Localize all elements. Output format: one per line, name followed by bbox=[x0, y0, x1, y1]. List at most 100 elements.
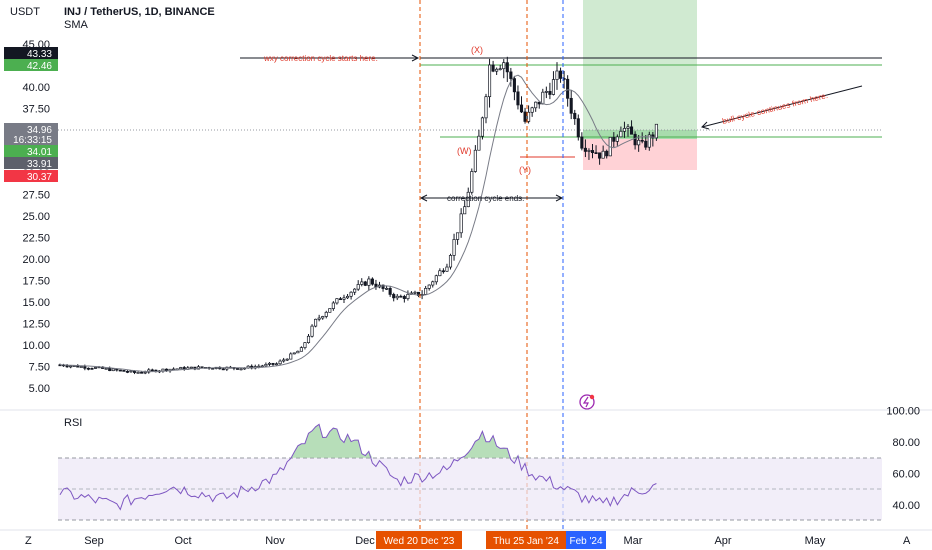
candle bbox=[104, 367, 108, 370]
price-tick-label: 7.50 bbox=[29, 362, 50, 374]
wave-w-label[interactable]: (W) bbox=[457, 146, 472, 156]
price-tick-label: 15.00 bbox=[22, 297, 50, 309]
bull-annotation[interactable]: bull-cycle continues from here. bbox=[721, 91, 828, 126]
candle bbox=[83, 366, 87, 369]
time-axis[interactable]: Sep Oct Nov Dec Mar Apr May bbox=[84, 535, 826, 547]
candle bbox=[459, 213, 463, 234]
candle bbox=[267, 362, 272, 365]
price-axis[interactable]: 5.00 7.50 10.00 12.50 15.00 17.50 20.00 22.50 25… bbox=[22, 39, 50, 395]
candle bbox=[527, 111, 531, 122]
candle bbox=[282, 359, 286, 362]
price-tag-label: 16:33:15 bbox=[13, 135, 52, 146]
candle bbox=[477, 135, 481, 151]
price-tick-label: 17.50 bbox=[22, 276, 50, 288]
candle bbox=[385, 287, 389, 290]
auto-scale-icon[interactable]: A bbox=[903, 535, 911, 547]
candle bbox=[221, 368, 225, 371]
candle bbox=[328, 308, 332, 313]
candle bbox=[551, 79, 556, 95]
candle bbox=[349, 291, 353, 297]
candle bbox=[615, 136, 619, 142]
correction-annotation[interactable]: correction cycle ends. bbox=[447, 194, 524, 203]
candle bbox=[480, 117, 485, 137]
time-tick-label: Sep bbox=[84, 535, 104, 547]
candle bbox=[601, 150, 605, 159]
candle bbox=[399, 295, 403, 298]
candle bbox=[654, 123, 658, 139]
candle bbox=[86, 367, 90, 370]
candle bbox=[590, 150, 595, 153]
candle bbox=[136, 371, 140, 374]
candle bbox=[292, 352, 296, 355]
rsi-tick-label: 40.00 bbox=[892, 500, 920, 512]
price-tick-label: 40.00 bbox=[22, 82, 50, 94]
candle bbox=[90, 368, 94, 370]
candle bbox=[633, 133, 637, 146]
bull-arrow[interactable] bbox=[701, 85, 863, 128]
lightning-icon[interactable] bbox=[579, 394, 595, 410]
candlestick-series bbox=[58, 56, 658, 375]
candle bbox=[583, 147, 587, 152]
rsi-tick-label: 100.00 bbox=[886, 406, 920, 418]
candle bbox=[264, 364, 268, 367]
candle bbox=[239, 368, 243, 371]
candle bbox=[441, 270, 445, 273]
candle bbox=[523, 111, 527, 122]
candle bbox=[360, 281, 364, 285]
candle bbox=[431, 281, 435, 286]
candle bbox=[363, 281, 367, 286]
symbol-title[interactable]: INJ / TetherUS, 1D, BINANCE bbox=[64, 6, 215, 18]
candle bbox=[278, 360, 282, 365]
candle bbox=[406, 293, 410, 299]
candle bbox=[235, 368, 240, 370]
zoom-icon[interactable]: Z bbox=[25, 535, 32, 547]
candle bbox=[140, 371, 144, 374]
candle bbox=[647, 134, 651, 148]
price-tag bbox=[4, 170, 58, 182]
candle bbox=[310, 325, 314, 337]
price-tick-label: 25.00 bbox=[22, 211, 50, 223]
date-pill bbox=[566, 531, 606, 549]
candle bbox=[108, 367, 112, 372]
candle bbox=[626, 126, 630, 129]
rsi-tick-label: 80.00 bbox=[892, 437, 920, 449]
wave-x-label[interactable]: (X) bbox=[471, 45, 483, 55]
candle bbox=[317, 317, 321, 320]
date-pill-label: Feb '24 bbox=[569, 536, 602, 547]
candle bbox=[413, 291, 417, 294]
price-tick-label: 20.00 bbox=[22, 254, 50, 266]
price-tag bbox=[4, 123, 58, 135]
candle bbox=[537, 101, 541, 105]
candle bbox=[303, 342, 307, 348]
candle bbox=[321, 316, 325, 319]
wave-y-label[interactable]: (Y) bbox=[519, 165, 531, 175]
candle bbox=[392, 294, 396, 299]
candle bbox=[445, 266, 449, 272]
rsi-axis[interactable]: 40.00 60.00 80.00 100.00 bbox=[886, 406, 920, 513]
price-tag bbox=[4, 47, 58, 59]
price-tag bbox=[4, 59, 58, 71]
candle bbox=[324, 311, 328, 317]
rsi-tick-label: 60.00 bbox=[892, 469, 920, 481]
rsi-indicator-label[interactable]: RSI bbox=[64, 417, 82, 429]
sma-indicator-label[interactable]: SMA bbox=[64, 19, 89, 31]
time-tick-label: Oct bbox=[174, 535, 191, 547]
candle bbox=[388, 287, 392, 295]
candle bbox=[346, 295, 350, 299]
candle bbox=[651, 134, 655, 139]
candle bbox=[424, 288, 428, 295]
candle bbox=[196, 366, 201, 370]
bull-arrowhead bbox=[701, 121, 710, 130]
candle bbox=[519, 104, 524, 113]
date-pill-label: Wed 20 Dec '23 bbox=[384, 536, 455, 547]
currency-label[interactable]: USDT bbox=[10, 6, 40, 18]
candle bbox=[605, 150, 609, 157]
candle bbox=[644, 140, 648, 148]
candle bbox=[640, 139, 644, 142]
candle bbox=[122, 370, 126, 372]
sma-line bbox=[59, 74, 657, 373]
candle bbox=[470, 171, 474, 193]
wxy-annotation[interactable]: wxy correction cycle starts here. bbox=[263, 54, 378, 63]
candle bbox=[367, 278, 371, 286]
